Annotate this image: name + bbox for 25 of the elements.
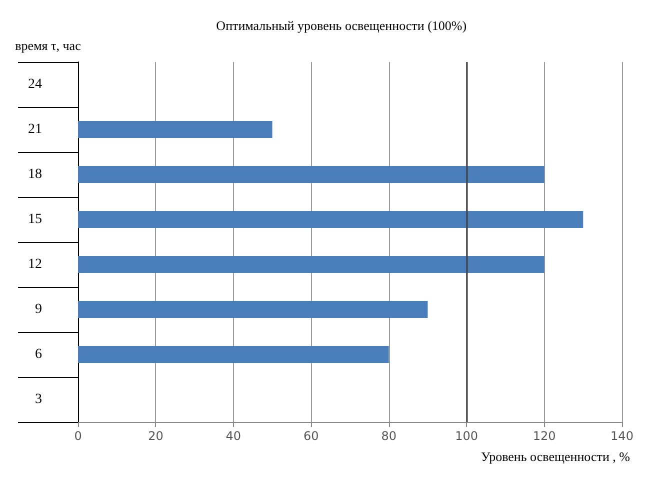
y-tick-label: 18 — [28, 167, 42, 182]
bar — [78, 121, 272, 138]
x-tick-label: 100 — [455, 429, 478, 443]
y-tick-label: 15 — [28, 212, 42, 227]
bar — [78, 256, 544, 273]
x-axis-title: Уровень освещенности , % — [481, 449, 630, 464]
bar — [78, 346, 389, 363]
x-tick-label: 0 — [74, 429, 82, 443]
x-tick-label: 60 — [304, 429, 319, 443]
y-tick-label: 21 — [28, 122, 42, 137]
y-tick-label: 6 — [35, 347, 42, 362]
x-tick-label: 20 — [148, 429, 164, 443]
x-tick-label: 120 — [532, 429, 556, 443]
ref-line-label: Оптимальный уровень освещенности (100%) — [216, 18, 467, 33]
x-tick-label: 40 — [226, 429, 242, 443]
bar — [78, 211, 584, 228]
y-axis-title: время τ, час — [15, 38, 82, 53]
y-tick-label: 12 — [28, 257, 42, 272]
y-tick-label: 3 — [35, 392, 42, 407]
y-tick-label: 9 — [35, 302, 42, 317]
bar — [78, 301, 428, 318]
x-tick-label: 80 — [381, 429, 396, 443]
bar — [78, 166, 544, 183]
x-tick-label: 140 — [610, 429, 634, 443]
y-tick-label: 24 — [28, 77, 42, 92]
